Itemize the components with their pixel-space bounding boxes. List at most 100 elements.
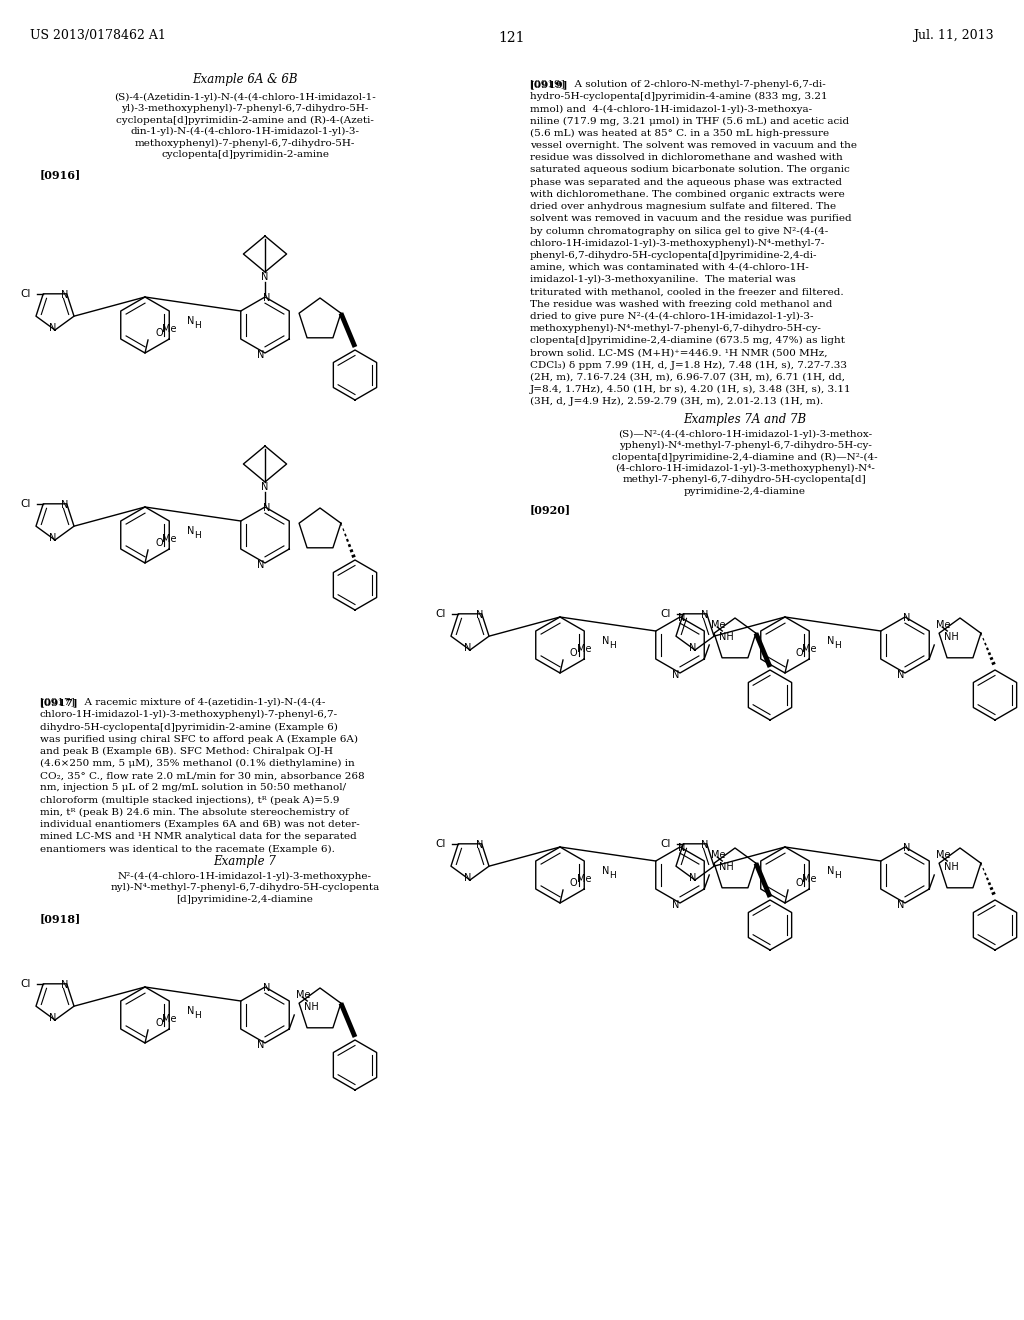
Text: cyclopenta[d]pyrimidin-2-amine: cyclopenta[d]pyrimidin-2-amine — [161, 150, 329, 158]
Text: N: N — [701, 610, 709, 620]
Text: NH: NH — [719, 632, 734, 642]
Text: vessel overnight. The solvent was removed in vacuum and the: vessel overnight. The solvent was remove… — [530, 141, 857, 150]
Text: nyl)-N⁴-methyl-7-phenyl-6,7-dihydro-5H-cyclopenta: nyl)-N⁴-methyl-7-phenyl-6,7-dihydro-5H-c… — [111, 883, 380, 892]
Text: N: N — [903, 843, 910, 853]
Text: Examples 7A and 7B: Examples 7A and 7B — [683, 413, 807, 426]
Text: NH: NH — [719, 862, 734, 873]
Text: [0919]: [0919] — [530, 81, 568, 88]
Text: N: N — [261, 482, 268, 492]
Text: Me: Me — [936, 620, 950, 630]
Text: triturated with methanol, cooled in the freezer and filtered.: triturated with methanol, cooled in the … — [530, 288, 844, 297]
Text: amine, which was contaminated with 4-(4-chloro-1H-: amine, which was contaminated with 4-(4-… — [530, 263, 809, 272]
Text: [0920]: [0920] — [530, 504, 571, 516]
Text: [d]pyrimidine-2,4-diamine: [d]pyrimidine-2,4-diamine — [176, 895, 313, 903]
Text: Jul. 11, 2013: Jul. 11, 2013 — [913, 29, 994, 41]
Text: [0917]   A racemic mixture of 4-(azetidin-1-yl)-N-(4-(4-: [0917] A racemic mixture of 4-(azetidin-… — [40, 698, 326, 708]
Text: H: H — [609, 642, 616, 651]
Text: N: N — [261, 272, 268, 282]
Text: mmol) and  4-(4-chloro-1H-imidazol-1-yl)-3-methoxya-: mmol) and 4-(4-chloro-1H-imidazol-1-yl)-… — [530, 104, 812, 114]
Text: H: H — [609, 871, 616, 880]
Text: dihydro-5H-cyclopenta[d]pyrimidin-2-amine (Example 6): dihydro-5H-cyclopenta[d]pyrimidin-2-amin… — [40, 722, 338, 731]
Text: saturated aqueous sodium bicarbonate solution. The organic: saturated aqueous sodium bicarbonate sol… — [530, 165, 850, 174]
Text: solvent was removed in vacuum and the residue was purified: solvent was removed in vacuum and the re… — [530, 214, 852, 223]
Text: N: N — [701, 840, 709, 850]
Text: N: N — [49, 323, 56, 333]
Text: J=8.4, 1.7Hz), 4.50 (1H, br s), 4.20 (1H, s), 3.48 (3H, s), 3.11: J=8.4, 1.7Hz), 4.50 (1H, br s), 4.20 (1H… — [530, 385, 852, 395]
Text: N: N — [689, 643, 696, 653]
Text: din-1-yl)-N-(4-(4-chloro-1H-imidazol-1-yl)-3-: din-1-yl)-N-(4-(4-chloro-1H-imidazol-1-y… — [130, 127, 359, 136]
Text: Me: Me — [936, 850, 950, 861]
Text: methoxyphenyl)-N⁴-methyl-7-phenyl-6,7-dihydro-5H-cy-: methoxyphenyl)-N⁴-methyl-7-phenyl-6,7-di… — [530, 323, 822, 333]
Text: O: O — [570, 648, 578, 657]
Text: N: N — [827, 636, 835, 645]
Text: N: N — [689, 873, 696, 883]
Text: N: N — [187, 315, 195, 326]
Text: N: N — [464, 643, 472, 653]
Text: was purified using chiral SFC to afford peak A (Example 6A): was purified using chiral SFC to afford … — [40, 735, 358, 743]
Text: N: N — [678, 843, 686, 853]
Text: methoxyphenyl)-7-phenyl-6,7-dihydro-5H-: methoxyphenyl)-7-phenyl-6,7-dihydro-5H- — [135, 139, 355, 148]
Text: H: H — [195, 322, 202, 330]
Text: mined LC-MS and ¹H NMR analytical data for the separated: mined LC-MS and ¹H NMR analytical data f… — [40, 832, 356, 841]
Text: (3H, d, J=4.9 Hz), 2.59-2.79 (3H, m), 2.01-2.13 (1H, m).: (3H, d, J=4.9 Hz), 2.59-2.79 (3H, m), 2.… — [530, 397, 823, 407]
Text: CDCl₃) δ ppm 7.99 (1H, d, J=1.8 Hz), 7.48 (1H, s), 7.27-7.33: CDCl₃) δ ppm 7.99 (1H, d, J=1.8 Hz), 7.4… — [530, 360, 847, 370]
Text: N: N — [602, 866, 609, 876]
Text: H: H — [195, 1011, 202, 1020]
Text: individual enantiomers (Examples 6A and 6B) was not deter-: individual enantiomers (Examples 6A and … — [40, 820, 359, 829]
Text: hydro-5H-cyclopenta[d]pyrimidin-4-amine (833 mg, 3.21: hydro-5H-cyclopenta[d]pyrimidin-4-amine … — [530, 92, 827, 102]
Text: clopenta[d]pyrimidine-2,4-diamine (673.5 mg, 47%) as light: clopenta[d]pyrimidine-2,4-diamine (673.5… — [530, 337, 845, 346]
Text: N: N — [263, 503, 270, 513]
Text: Cl: Cl — [660, 609, 671, 619]
Text: Cl: Cl — [660, 838, 671, 849]
Text: Me: Me — [577, 874, 592, 884]
Text: pyrimidine-2,4-diamine: pyrimidine-2,4-diamine — [684, 487, 806, 496]
Text: Cl: Cl — [435, 609, 445, 619]
Text: N: N — [61, 979, 69, 990]
Text: Me: Me — [577, 644, 592, 653]
Text: N²-(4-(4-chloro-1H-imidazol-1-yl)-3-methoxyphe-: N²-(4-(4-chloro-1H-imidazol-1-yl)-3-meth… — [118, 871, 372, 880]
Text: N: N — [49, 1012, 56, 1023]
Text: residue was dissolved in dichloromethane and washed with: residue was dissolved in dichloromethane… — [530, 153, 843, 162]
Text: by column chromatography on silica gel to give N²-(4-(4-: by column chromatography on silica gel t… — [530, 227, 828, 235]
Text: yl)-3-methoxyphenyl)-7-phenyl-6,7-dihydro-5H-: yl)-3-methoxyphenyl)-7-phenyl-6,7-dihydr… — [121, 104, 369, 114]
Text: Me: Me — [802, 874, 816, 884]
Text: N: N — [602, 636, 609, 645]
Text: N: N — [257, 560, 264, 570]
Text: Example 6A & 6B: Example 6A & 6B — [193, 74, 298, 87]
Text: N: N — [476, 840, 483, 850]
Text: N: N — [673, 671, 680, 680]
Text: chloroform (multiple stacked injections), tᴿ (peak A)=5.9: chloroform (multiple stacked injections)… — [40, 796, 340, 805]
Text: dried to give pure N²-(4-(4-chloro-1H-imidazol-1-yl)-3-: dried to give pure N²-(4-(4-chloro-1H-im… — [530, 312, 813, 321]
Text: N: N — [187, 1006, 195, 1016]
Text: chloro-1H-imidazol-1-yl)-3-methoxyphenyl)-7-phenyl-6,7-: chloro-1H-imidazol-1-yl)-3-methoxyphenyl… — [40, 710, 338, 719]
Text: N: N — [61, 290, 69, 300]
Text: O: O — [795, 878, 803, 888]
Text: [0917]: [0917] — [40, 698, 79, 708]
Text: N: N — [897, 900, 904, 909]
Text: H: H — [835, 871, 842, 880]
Text: NH: NH — [304, 1002, 319, 1012]
Text: N: N — [673, 900, 680, 909]
Text: [0916]: [0916] — [40, 169, 81, 181]
Text: yphenyl)-N⁴-methyl-7-phenyl-6,7-dihydro-5H-cy-: yphenyl)-N⁴-methyl-7-phenyl-6,7-dihydro-… — [618, 441, 871, 450]
Text: Me: Me — [296, 990, 310, 1001]
Text: cyclopenta[d]pyrimidin-2-amine and (R)-4-(Azeti-: cyclopenta[d]pyrimidin-2-amine and (R)-4… — [116, 115, 374, 124]
Text: The residue was washed with freezing cold methanol and: The residue was washed with freezing col… — [530, 300, 833, 309]
Text: (S)-4-(Azetidin-1-yl)-N-(4-(4-chloro-1H-imidazol-1-: (S)-4-(Azetidin-1-yl)-N-(4-(4-chloro-1H-… — [114, 92, 376, 102]
Text: clopenta[d]pyrimidine-2,4-diamine and (R)—N²-(4-: clopenta[d]pyrimidine-2,4-diamine and (R… — [612, 453, 878, 462]
Text: N: N — [678, 612, 686, 623]
Text: phenyl-6,7-dihydro-5H-cyclopenta[d]pyrimidine-2,4-di-: phenyl-6,7-dihydro-5H-cyclopenta[d]pyrim… — [530, 251, 817, 260]
Text: N: N — [897, 671, 904, 680]
Text: N: N — [187, 525, 195, 536]
Text: Cl: Cl — [20, 979, 31, 989]
Text: chloro-1H-imidazol-1-yl)-3-methoxyphenyl)-N⁴-methyl-7-: chloro-1H-imidazol-1-yl)-3-methoxyphenyl… — [530, 239, 825, 248]
Text: O: O — [155, 1018, 163, 1028]
Text: US 2013/0178462 A1: US 2013/0178462 A1 — [30, 29, 166, 41]
Text: min, tᴿ (peak B) 24.6 min. The absolute stereochemistry of: min, tᴿ (peak B) 24.6 min. The absolute … — [40, 808, 349, 817]
Text: O: O — [570, 878, 578, 888]
Text: (4.6×250 mm, 5 μM), 35% methanol (0.1% diethylamine) in: (4.6×250 mm, 5 μM), 35% methanol (0.1% d… — [40, 759, 354, 768]
Text: Cl: Cl — [20, 499, 31, 508]
Text: dried over anhydrous magnesium sulfate and filtered. The: dried over anhydrous magnesium sulfate a… — [530, 202, 837, 211]
Text: N: N — [464, 873, 472, 883]
Text: N: N — [257, 1040, 264, 1049]
